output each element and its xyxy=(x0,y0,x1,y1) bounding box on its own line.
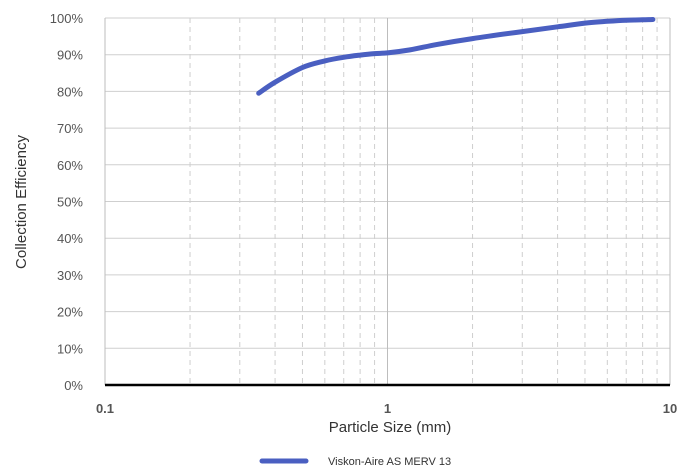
legend: Viskon-Aire AS MERV 13 xyxy=(259,456,451,468)
series-line-0 xyxy=(256,17,656,96)
x-tick-label: 1 xyxy=(384,401,391,416)
y-axis-ticks: 0% 10% 20% 30% 40% 50% 60% 70% 80% 90% 100% xyxy=(50,11,84,393)
y-tick-label: 80% xyxy=(57,84,83,99)
y-tick-label: 90% xyxy=(57,48,83,63)
y-tick-label: 100% xyxy=(50,11,84,26)
grid xyxy=(104,17,671,387)
x-axis-ticks: 0.1 1 10 xyxy=(96,401,677,416)
y-tick-label: 0% xyxy=(64,378,83,393)
y-axis-title: Collection Efficiency xyxy=(13,135,30,269)
y-tick-label: 30% xyxy=(57,268,83,283)
x-axis-title: Particle Size (mm) xyxy=(329,419,452,436)
y-tick-label: 20% xyxy=(57,305,83,320)
x-tick-label: 0.1 xyxy=(96,401,114,416)
y-tick-label: 40% xyxy=(57,231,83,246)
legend-label: Viskon-Aire AS MERV 13 xyxy=(328,456,451,468)
y-tick-label: 50% xyxy=(57,195,83,210)
x-tick-label: 10 xyxy=(663,401,677,416)
y-tick-label: 60% xyxy=(57,158,83,173)
y-tick-label: 70% xyxy=(57,121,83,136)
series-layer xyxy=(256,17,656,96)
y-tick-label: 10% xyxy=(57,341,83,356)
